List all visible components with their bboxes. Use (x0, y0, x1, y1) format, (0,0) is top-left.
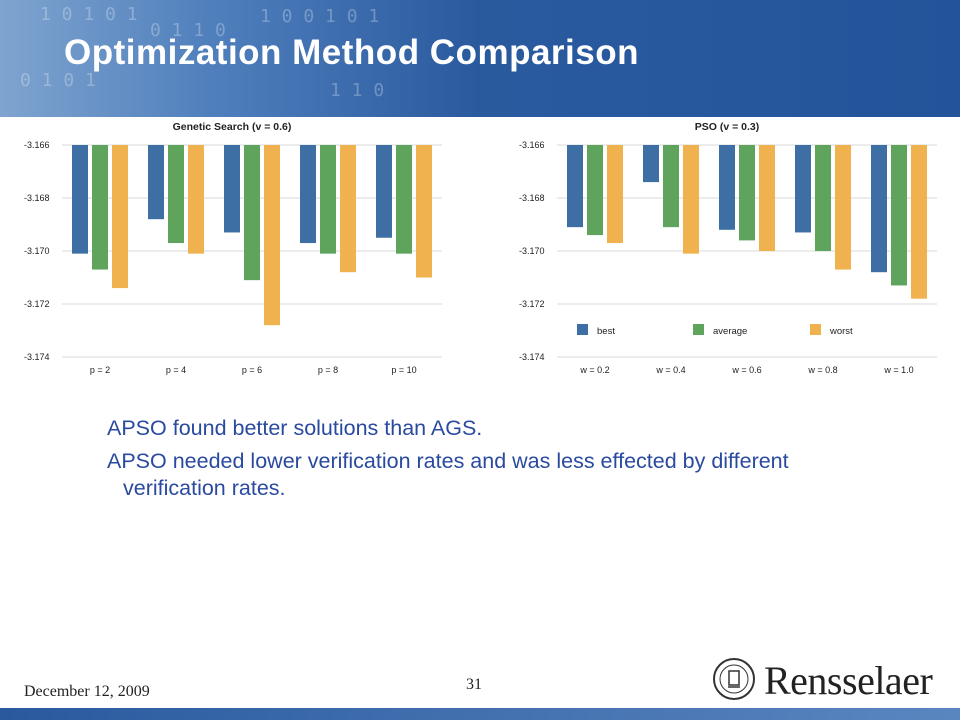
seal-icon (713, 658, 755, 700)
x-tick-label: p = 6 (242, 365, 262, 375)
bullet-item: APSO needed lower verification rates and… (107, 449, 789, 500)
x-tick-label: w = 0.6 (731, 365, 761, 375)
bar (396, 145, 412, 254)
bar (72, 145, 88, 254)
page-number: 31 (466, 676, 482, 693)
y-tick-label: -3.168 (519, 193, 545, 203)
bar (376, 145, 392, 238)
bar (244, 145, 260, 281)
bullet-item: APSO found better solutions than AGS. (107, 416, 483, 440)
binary-background-decoration: 1 0 1 0 1 0 1 1 0 1 0 0 1 0 1 0 1 0 1 1 … (20, 4, 385, 101)
slide-title: Optimization Method Comparison (64, 33, 639, 72)
slide-header: 1 0 1 0 1 0 1 1 0 1 0 0 1 0 1 0 1 0 1 1 … (0, 0, 960, 117)
y-tick-label: -3.174 (519, 352, 545, 362)
x-tick-label: w = 0.2 (579, 365, 609, 375)
bar (416, 145, 432, 278)
x-tick-label: w = 0.8 (807, 365, 837, 375)
legend-swatch (693, 324, 704, 335)
x-tick-label: p = 2 (90, 365, 110, 375)
bar (663, 145, 679, 228)
y-tick-label: -3.166 (24, 140, 50, 150)
y-tick-label: -3.166 (519, 140, 545, 150)
bar (92, 145, 108, 270)
footer-bar (0, 708, 960, 720)
legend-swatch (810, 324, 821, 335)
y-tick-label: -3.170 (519, 246, 545, 256)
pso-chart: PSO (v = 0.3) -3.166 -3.168 -3.170 -3.172 -3.… (505, 117, 945, 382)
bar (264, 145, 280, 326)
bar (759, 145, 775, 251)
y-tick-label: -3.172 (24, 299, 50, 309)
bullet-list: APSO found better solutions than AGS. AP… (107, 415, 897, 508)
bar (911, 145, 927, 299)
rensselaer-logo: Rensselaer (712, 657, 952, 705)
bar (683, 145, 699, 254)
bar (224, 145, 240, 233)
x-tick-label: w = 0.4 (655, 365, 685, 375)
genetic-search-chart-svg: Genetic Search (v = 0.6) -3.166 -3.168 -3.1… (24, 121, 442, 375)
bar (719, 145, 735, 230)
bar (112, 145, 128, 289)
bar (607, 145, 623, 244)
y-tick-label: -3.172 (519, 299, 545, 309)
bar (891, 145, 907, 286)
legend-label: average (713, 326, 747, 337)
bar (320, 145, 336, 254)
bar (815, 145, 831, 251)
genetic-search-chart: Genetic Search (v = 0.6) -3.166 -3.168 -3.1… (10, 117, 450, 382)
bar (587, 145, 603, 236)
bar (871, 145, 887, 273)
chart-title: Genetic Search (v = 0.6) (173, 121, 292, 133)
legend-label: worst (829, 326, 853, 337)
x-tick-label: p = 10 (391, 365, 416, 375)
bar (300, 145, 316, 244)
y-tick-label: -3.174 (24, 352, 50, 362)
bar (795, 145, 811, 233)
x-tick-label: w = 1.0 (883, 365, 913, 375)
bar (643, 145, 659, 183)
logo-wordmark: Rensselaer (764, 658, 933, 703)
bar (567, 145, 583, 228)
x-tick-label: p = 8 (318, 365, 338, 375)
footer-date: December 12, 2009 (24, 683, 150, 700)
bar (148, 145, 164, 220)
pso-chart-svg: PSO (v = 0.3) -3.166 -3.168 -3.170 -3.172 -3.… (519, 121, 937, 375)
bar (188, 145, 204, 254)
bar (739, 145, 755, 241)
y-tick-label: -3.168 (24, 193, 50, 203)
chart-title: PSO (v = 0.3) (695, 121, 760, 133)
legend-label: best (597, 326, 615, 337)
bar (835, 145, 851, 270)
y-tick-label: -3.170 (24, 246, 50, 256)
bar (340, 145, 356, 273)
bar (168, 145, 184, 244)
legend-swatch (577, 324, 588, 335)
x-tick-label: p = 4 (166, 365, 186, 375)
